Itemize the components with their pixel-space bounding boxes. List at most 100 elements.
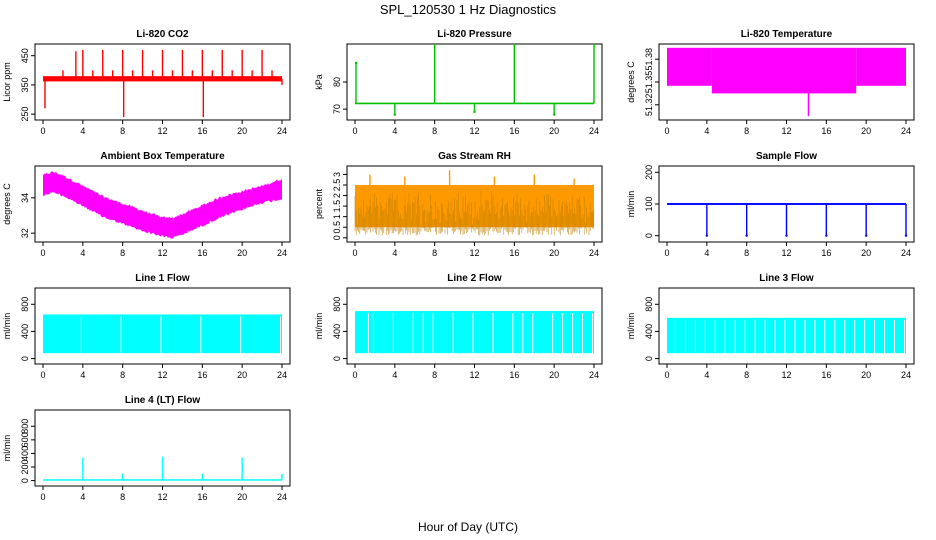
data-point [785,234,788,237]
x-tick-label: 8 [744,248,749,258]
series-3 [43,171,282,239]
y-tick-label: 2.5 [332,179,342,192]
x-tick-label: 24 [589,126,599,136]
y-tick-label: 200 [644,165,654,180]
x-tick-label: 8 [744,126,749,136]
series-7 [355,311,594,356]
y-tick-label: 400 [20,446,30,461]
data-point [393,113,397,116]
y-tick-label: 0 [332,235,342,240]
x-tick-label: 24 [589,370,599,380]
chart-panel: Ambient Box Temperature degrees C 0 4 8 12 16 2… [2,151,291,258]
figure-x-label: Hour of Day (UTC) [418,520,518,534]
series-6 [43,314,282,356]
y-tick-label: 350 [20,77,30,92]
x-tick-label: 12 [469,248,479,258]
panel-y-label: ml/min [626,313,636,340]
chart-panel: Line 3 Flow ml/min 0 4 8 12 16 20 24 0 400 800 [626,273,915,380]
x-tick-label: 20 [237,126,247,136]
x-tick-label: 4 [704,370,709,380]
x-tick-label: 12 [157,248,167,258]
data-point [354,61,358,65]
x-tick-label: 12 [469,126,479,136]
x-tick-label: 12 [781,248,791,258]
x-tick-label: 20 [237,248,247,258]
panel-title: Li-820 Temperature [741,29,833,40]
data-band [355,311,594,354]
x-tick-label: 24 [589,248,599,258]
x-tick-label: 24 [901,248,911,258]
x-tick-label: 0 [352,248,357,258]
y-tick-label: 1 [332,214,342,219]
y-tick-label: 400 [332,324,342,339]
panel-y-label: degrees C [2,183,12,225]
y-tick-label: 0 [644,233,654,238]
y-tick-label: 800 [20,297,30,312]
panel-y-label: Licor ppm [2,62,12,102]
data-point [864,234,868,237]
data-point [745,234,748,237]
data-point [904,234,908,237]
x-tick-label: 8 [432,248,437,258]
x-tick-label: 0 [664,248,669,258]
x-tick-label: 0 [352,126,357,136]
x-tick-label: 4 [704,248,709,258]
y-tick-label: 51.32 [644,94,654,117]
data-band [43,479,282,481]
panel-y-label: percent [314,188,324,219]
panel-title: Gas Stream RH [438,151,511,162]
x-tick-label: 4 [392,248,397,258]
data-segment [711,47,857,94]
data-point [513,44,516,46]
y-tick-label: 32 [20,228,30,238]
x-tick-label: 16 [197,248,207,258]
x-tick-label: 20 [549,126,559,136]
panel-y-label: kPa [314,74,324,90]
y-tick-label: 400 [20,324,30,339]
x-tick-label: 20 [549,248,559,258]
x-tick-label: 12 [157,126,167,136]
chart-panel: Li-820 Temperature degrees C 0 4 8 12 16 20 24 51… [626,29,915,136]
data-noise [354,189,595,236]
x-tick-label: 4 [80,492,85,502]
y-tick-label: 800 [20,419,30,434]
x-tick-label: 16 [197,126,207,136]
y-tick-label: 34 [20,193,30,203]
y-tick-label: 0 [644,356,654,361]
x-tick-label: 8 [120,492,125,502]
y-tick-label: 600 [20,432,30,447]
y-tick-label: 450 [20,48,30,63]
x-tick-label: 16 [821,248,831,258]
x-tick-label: 24 [901,370,911,380]
x-tick-label: 20 [861,126,871,136]
panel-title: Sample Flow [756,151,817,162]
x-tick-label: 4 [80,126,85,136]
y-tick-label: 1.5 [332,200,342,213]
x-tick-label: 0 [664,126,669,136]
chart-panel: Sample Flow ml/min 0 4 8 12 16 20 24 0 100 200 [626,151,915,258]
panel-title: Line 1 Flow [135,273,190,284]
x-tick-label: 4 [80,248,85,258]
x-tick-label: 0 [40,370,45,380]
data-point [705,234,709,237]
series-9 [43,456,283,481]
data-point [552,113,556,116]
x-tick-label: 12 [157,492,167,502]
series-0 [43,49,283,118]
y-tick-label: 70 [332,104,342,114]
chart-panel: Line 1 Flow ml/min 0 4 8 12 16 20 24 0 400 800 [2,273,291,380]
y-tick-label: 250 [20,107,30,122]
series-2 [667,47,906,117]
panel-y-label: ml/min [626,191,636,218]
x-tick-label: 16 [197,492,207,502]
data-point [825,234,828,237]
series-5 [667,203,908,237]
x-tick-label: 12 [781,370,791,380]
x-tick-label: 8 [432,370,437,380]
x-tick-label: 24 [277,126,287,136]
data-point [592,44,596,46]
x-tick-label: 16 [197,370,207,380]
panel-title: Line 4 (LT) Flow [125,395,201,406]
x-tick-label: 8 [744,370,749,380]
